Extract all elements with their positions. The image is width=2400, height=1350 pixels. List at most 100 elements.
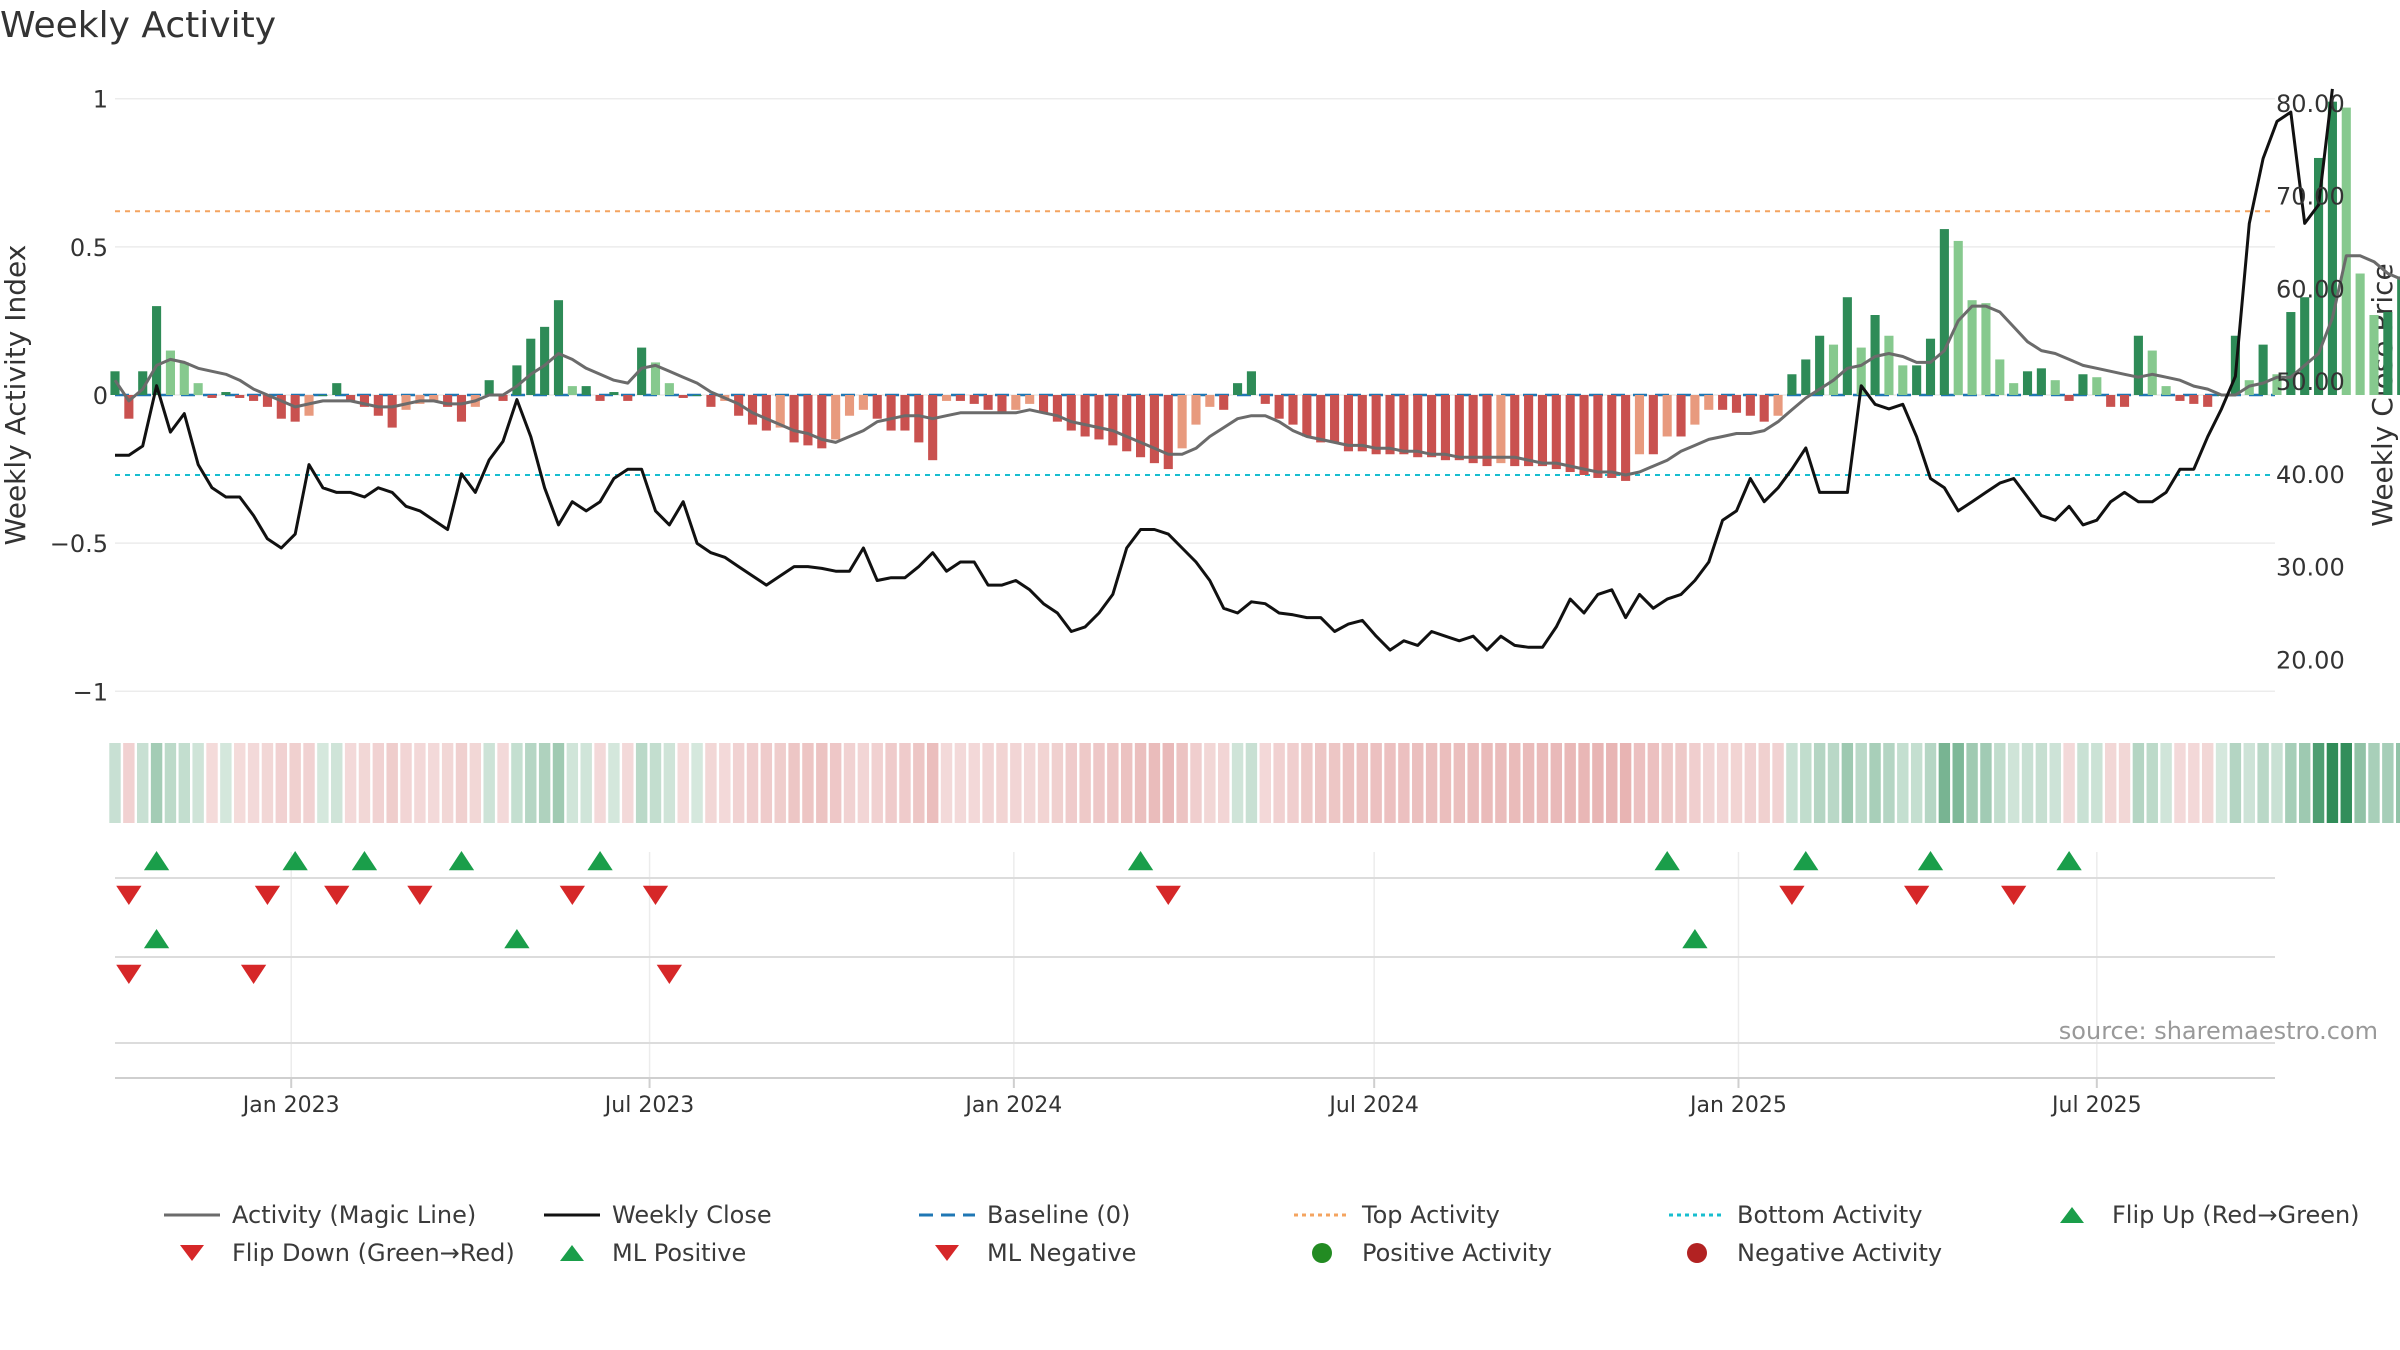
flip-down-marker <box>116 885 142 905</box>
activity-bar <box>747 395 758 425</box>
heat-strip-cell <box>1786 743 1798 823</box>
heat-strip-cell <box>2118 743 2131 823</box>
flip-up-marker <box>1917 851 1944 871</box>
activity-bar <box>2355 273 2365 395</box>
flip-down-marker <box>324 885 350 905</box>
activity-bar <box>262 395 273 407</box>
activity-bar <box>1773 395 1783 416</box>
legend-label: Positive Activity <box>1362 1239 1552 1267</box>
activity-bar <box>2369 315 2379 395</box>
heat-strip-cell <box>760 743 773 823</box>
activity-bar <box>1787 374 1797 395</box>
activity-bar <box>1385 395 1395 455</box>
activity-bar <box>1399 395 1409 455</box>
activity-bar <box>2397 276 2400 395</box>
legend-label: Negative Activity <box>1737 1239 1943 1267</box>
heat-strip-cell <box>1509 743 1521 823</box>
flip-up-marker <box>143 851 170 871</box>
heat-strip-cell <box>1758 743 1770 823</box>
activity-heat-strip <box>109 743 2400 823</box>
activity-bar <box>1981 303 1991 395</box>
heat-strip-cell <box>1093 743 1105 823</box>
heat-strip-cell <box>926 743 939 823</box>
activity-bar <box>498 395 508 401</box>
heat-strip-cell <box>1716 743 1729 823</box>
x-tick-label: Jul 2023 <box>603 1093 695 1118</box>
heat-strip-cell <box>913 743 925 823</box>
heat-strip-cell <box>774 743 786 823</box>
heat-strip-cell <box>2326 743 2339 823</box>
activity-bar <box>1066 395 1076 431</box>
heat-strip-cell <box>303 743 315 823</box>
reference-lines <box>115 210 2275 476</box>
activity-bar <box>456 395 467 422</box>
heat-strip-cell <box>1800 743 1812 823</box>
triangle-up-icon <box>540 1241 604 1265</box>
heat-strip-cell <box>1342 743 1355 823</box>
activity-bar <box>2133 335 2143 395</box>
activity-bar <box>1967 300 1977 395</box>
heat-strip-cell <box>871 743 883 823</box>
heat-strip-cell <box>1467 743 1479 823</box>
flip-down-marker <box>1779 885 1805 905</box>
heat-strip-cell <box>192 743 204 823</box>
y-tick-label: 1 <box>93 86 108 114</box>
activity-bar <box>2161 386 2171 395</box>
heat-strip-cell <box>1841 743 1854 823</box>
heat-strip-cell <box>1231 743 1244 823</box>
activity-bar <box>1953 240 1963 395</box>
heat-strip-cell <box>1425 743 1438 823</box>
heat-strip-cell <box>2257 743 2269 823</box>
heat-strip-cell <box>358 743 371 823</box>
activity-bar <box>2314 157 2324 395</box>
heat-strip-cell <box>746 743 759 823</box>
heat-strip-cell <box>2007 743 2020 823</box>
activity-bar <box>1246 371 1256 395</box>
activity-bar <box>2092 377 2102 395</box>
heat-strip-cell <box>1273 743 1285 823</box>
activity-bar <box>1440 395 1451 461</box>
activity-bar <box>886 395 896 431</box>
activity-bar <box>1454 395 1464 461</box>
flip-up-marker <box>587 851 613 871</box>
heat-strip-cell <box>1772 743 1784 823</box>
heat-strip-cell <box>1023 743 1036 823</box>
flip-down-marker <box>254 885 281 905</box>
y2-tick-label: 20.00 <box>2276 646 2345 674</box>
heat-strip-cell <box>1107 743 1119 823</box>
activity-bar <box>1731 395 1742 413</box>
activity-bar <box>914 395 924 443</box>
magic-line-swatch <box>160 1203 224 1227</box>
activity-bar <box>1925 338 1936 395</box>
heat-strip-cell <box>220 743 232 823</box>
x-tick-label: Jul 2025 <box>2050 1093 2142 1118</box>
heat-strip-cell <box>1065 743 1077 823</box>
x-tick-label: Jan 2023 <box>241 1093 340 1118</box>
heat-strip-cell <box>2396 743 2400 823</box>
activity-bar <box>983 395 993 410</box>
activity-bar <box>2078 374 2088 395</box>
heat-strip-cell <box>261 743 274 823</box>
activity-bar <box>512 365 522 395</box>
heat-strip-cell <box>428 743 440 823</box>
heat-strip-cell <box>2021 743 2034 823</box>
heat-strip-cell <box>2243 743 2255 823</box>
activity-bar <box>900 395 910 431</box>
heat-strip-cell <box>1162 743 1174 823</box>
activity-bar <box>1233 383 1243 395</box>
activity-bar <box>1939 229 1949 395</box>
heat-strip-cell <box>1564 743 1576 823</box>
activity-bar <box>1260 395 1270 404</box>
heat-strip-cell <box>178 743 191 823</box>
heat-strip-cell <box>441 743 454 823</box>
heat-strip-cell <box>1204 743 1216 823</box>
heat-strip-cell <box>2174 743 2186 823</box>
activity-bar <box>955 395 965 401</box>
flip-up-marker <box>1793 851 1819 871</box>
legend-item-top-activity: Top Activity <box>1290 1198 1500 1232</box>
heat-strip-cell <box>1910 743 1923 823</box>
activity-bar <box>1122 395 1132 452</box>
activity-bar <box>1302 395 1312 437</box>
heat-strip-cell <box>982 743 994 823</box>
activity-bar <box>1357 395 1367 452</box>
